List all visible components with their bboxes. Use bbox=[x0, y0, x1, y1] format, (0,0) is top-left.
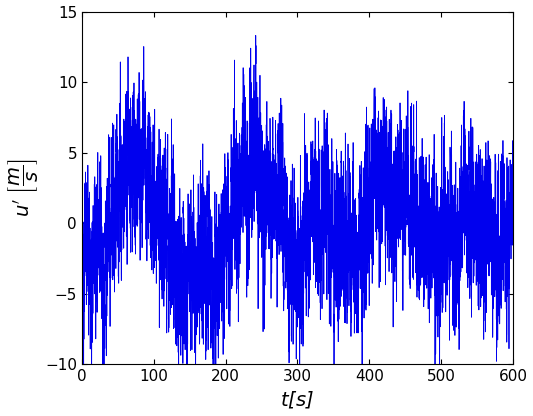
Y-axis label: $u'\ \left[\dfrac{m}{s}\right]$: $u'\ \left[\dfrac{m}{s}\right]$ bbox=[5, 158, 39, 217]
X-axis label: $t\mathregular{[s]}$: $t\mathregular{[s]}$ bbox=[280, 389, 314, 411]
